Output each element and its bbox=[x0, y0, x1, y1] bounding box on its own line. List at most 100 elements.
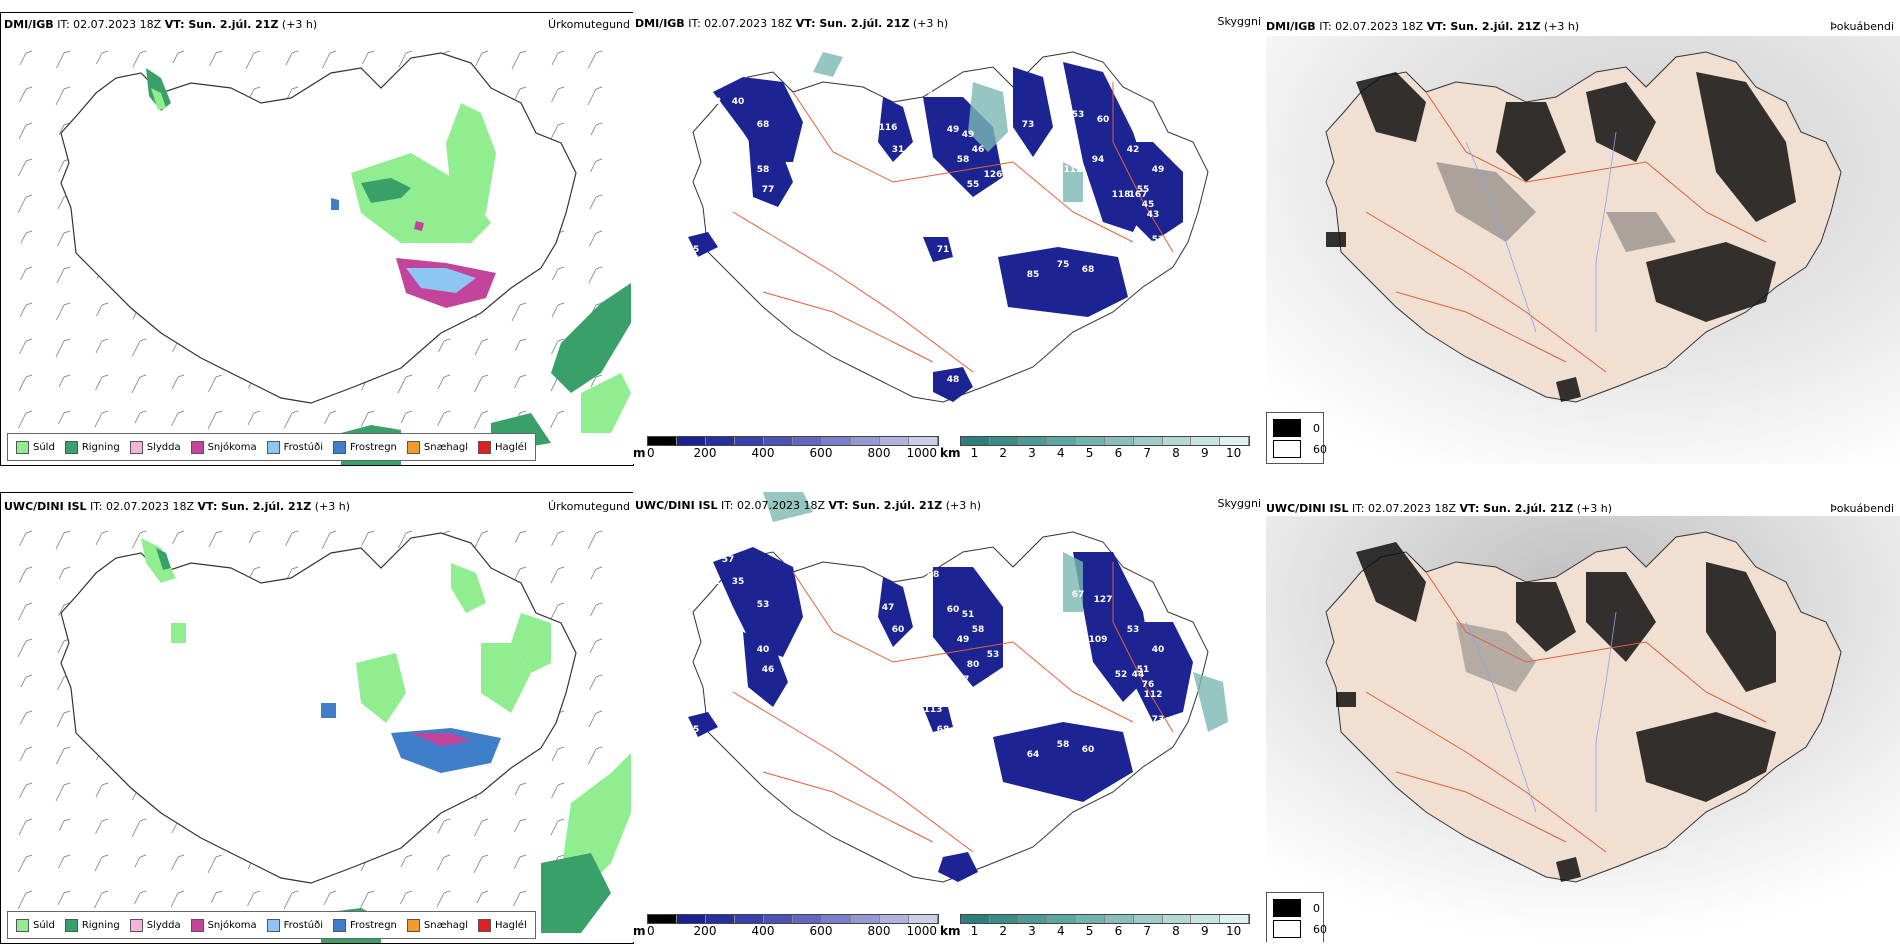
colorbar-tick: 5 bbox=[1085, 446, 1094, 460]
legend-item: Haglél bbox=[478, 440, 527, 454]
legend-swatch bbox=[406, 440, 420, 454]
wind-barb bbox=[18, 410, 33, 429]
vis-value-label: 53 bbox=[709, 97, 722, 107]
wind-barb bbox=[550, 818, 565, 836]
colorbar-tick: 400 bbox=[751, 446, 775, 460]
colorbar-cell bbox=[989, 915, 1019, 923]
init-time: 02.07.2023 18Z bbox=[106, 500, 195, 513]
vis-value-label: 49 bbox=[957, 635, 970, 645]
vis-value-label: 35 bbox=[732, 577, 745, 587]
vis-value-label: 81 bbox=[697, 585, 710, 595]
vis-value-label: 47 bbox=[1137, 250, 1150, 260]
wind-barb bbox=[248, 530, 261, 544]
wind-barb bbox=[208, 374, 223, 393]
wind-barb bbox=[514, 530, 527, 544]
vis-value-label: 109 bbox=[1089, 635, 1108, 645]
fog-legend-1: 0 60 bbox=[1266, 412, 1327, 464]
vis-value-label: 60 bbox=[1082, 745, 1095, 755]
wind-barb bbox=[324, 410, 337, 425]
model-name: UWC/DINI ISL bbox=[635, 499, 718, 512]
colorbar-cell bbox=[851, 915, 880, 923]
legend-label: Súld bbox=[33, 441, 55, 453]
wind-barb bbox=[247, 890, 261, 907]
legend-swatch bbox=[478, 918, 492, 932]
wind-barb bbox=[361, 530, 375, 546]
init-time: 02.07.2023 18Z bbox=[1368, 502, 1457, 515]
wind-barb bbox=[511, 50, 527, 70]
colorbar-cell bbox=[1018, 437, 1048, 445]
vis-value-label: 48 bbox=[947, 375, 960, 385]
colorbar-cell bbox=[880, 915, 909, 923]
it-label: IT: bbox=[90, 500, 103, 513]
wind-barb bbox=[513, 890, 527, 907]
colorbar-tick: 1000 bbox=[906, 446, 937, 460]
wind-barb bbox=[247, 410, 261, 426]
colorbar-tick: 9 bbox=[1200, 446, 1209, 460]
wind-barb bbox=[210, 890, 223, 904]
wind-barb bbox=[19, 746, 33, 762]
wind-barb bbox=[514, 338, 527, 352]
wind-barb bbox=[437, 410, 451, 427]
fog-map-panel-1: DMI/IGB IT: 02.07.2023 18Z VT: Sun. 2.jú… bbox=[1266, 12, 1900, 464]
wind-barb bbox=[587, 530, 603, 550]
legend-swatch bbox=[406, 918, 420, 932]
wind-barb bbox=[437, 374, 451, 390]
precip-legend-1: Súld Rigning Slydda Snjókoma Frostúði Frostre… bbox=[7, 433, 536, 461]
legend-swatch bbox=[478, 440, 492, 454]
wind-barb bbox=[362, 50, 375, 65]
colorbar-cell bbox=[648, 915, 677, 923]
legend-item: Súld bbox=[16, 918, 55, 932]
vis-value-label: 45 bbox=[687, 245, 700, 255]
fog-title-1: Þokuábendi bbox=[1830, 20, 1894, 33]
wind-barb bbox=[550, 602, 565, 621]
wind-barb bbox=[58, 374, 71, 388]
vis-value-label: 53 bbox=[757, 600, 770, 610]
forecast-offset: (+3 h) bbox=[281, 18, 318, 31]
wind-barb bbox=[474, 530, 489, 548]
wind-barb bbox=[56, 302, 71, 321]
model-name: UWC/DINI ISL bbox=[4, 500, 87, 513]
colorbar-tick: 5 bbox=[1085, 924, 1094, 938]
wind-barb bbox=[171, 410, 185, 427]
colorbar-tick: 1 bbox=[970, 446, 979, 460]
legend-item: Frostregn bbox=[333, 918, 397, 932]
wind-barb bbox=[209, 50, 223, 67]
wind-barb bbox=[590, 374, 603, 388]
vis-value-label: 48 bbox=[1067, 645, 1080, 655]
vis-value-label: 167 bbox=[1129, 190, 1148, 200]
colorbar-cell bbox=[735, 915, 764, 923]
vis-value-label: 126 bbox=[984, 170, 1003, 180]
vis-value-label: 58 bbox=[972, 625, 985, 635]
wind-barb bbox=[95, 782, 109, 798]
wind-barb bbox=[590, 158, 603, 173]
colorbar-cell bbox=[706, 915, 735, 923]
vis-value-label: 53 bbox=[987, 650, 1000, 660]
vis-value-label: 68 bbox=[722, 75, 735, 85]
wind-barb bbox=[171, 374, 185, 390]
vis-value-label: 67 bbox=[1072, 590, 1085, 600]
wind-barb bbox=[245, 50, 261, 70]
wind-barb bbox=[589, 674, 603, 691]
vis-value-label: 44 bbox=[719, 600, 732, 610]
legend-label: Frostregn bbox=[350, 919, 397, 931]
legend-swatch bbox=[64, 440, 78, 454]
wind-barb bbox=[18, 854, 33, 873]
valid-time: VT: Sun. 2.júl. 21Z bbox=[1426, 20, 1541, 33]
legend-label: Frostúði bbox=[283, 919, 323, 931]
wind-barb bbox=[550, 410, 565, 429]
wind-barb bbox=[18, 566, 33, 584]
colorbar-tick: 400 bbox=[751, 924, 775, 938]
wind-barb bbox=[514, 782, 527, 796]
colorbar-cell bbox=[648, 437, 677, 445]
vis-value-label: 54 bbox=[1127, 260, 1140, 270]
vis-value-label: 71 bbox=[767, 250, 780, 260]
valid-time: VT: Sun. 2.júl. 21Z bbox=[164, 18, 279, 31]
wind-barb bbox=[550, 566, 565, 584]
vis-value-label: 75 bbox=[719, 120, 732, 130]
wind-barb bbox=[55, 86, 71, 106]
wind-barb bbox=[285, 50, 299, 66]
legend-label: Slydda bbox=[146, 919, 181, 931]
init-time: 02.07.2023 18Z bbox=[1335, 20, 1424, 33]
wind-barb bbox=[476, 890, 489, 904]
precip-map-panel-2: UWC/DINI ISL IT: 02.07.2023 18Z VT: Sun.… bbox=[0, 492, 634, 944]
